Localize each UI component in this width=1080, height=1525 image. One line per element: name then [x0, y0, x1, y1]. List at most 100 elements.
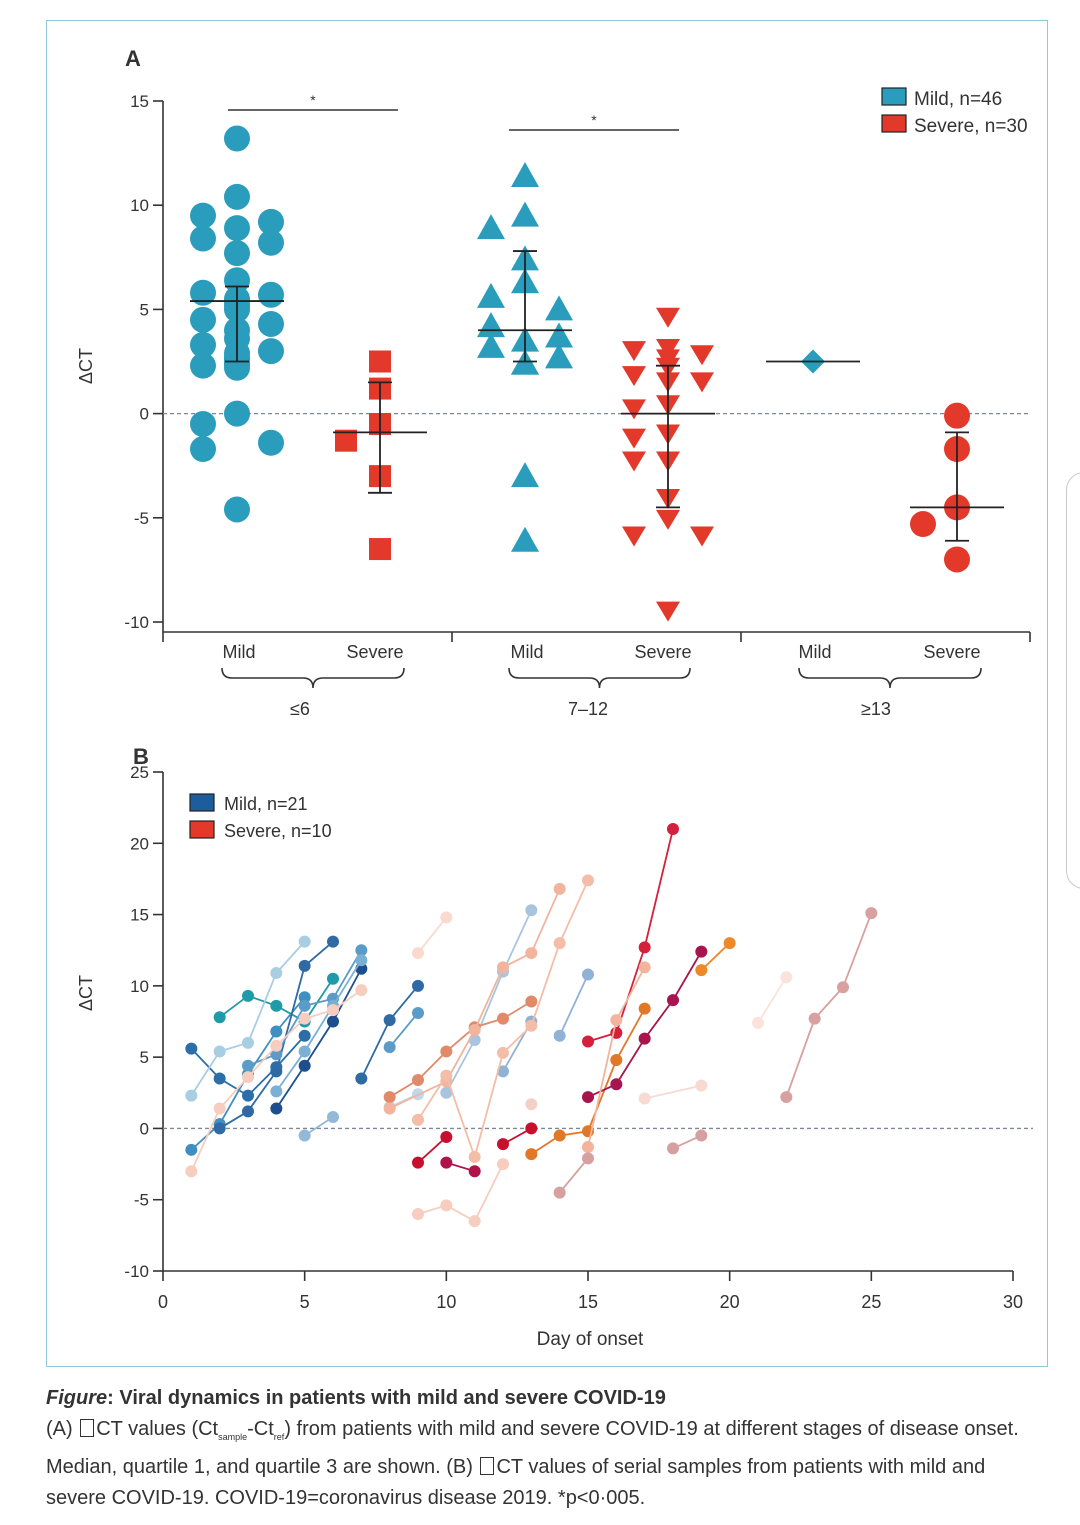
- data-point: [497, 1065, 509, 1078]
- data-point: [383, 1102, 396, 1115]
- category-label: Severe: [346, 642, 403, 662]
- panel-a-group-labels: ≤6 7–12 ≥13: [290, 699, 891, 719]
- data-point: [690, 372, 714, 393]
- data-point: [440, 1199, 453, 1212]
- data-point: [369, 350, 391, 373]
- data-point: [298, 1045, 311, 1058]
- data-point: [190, 225, 216, 252]
- data-point: [270, 1085, 283, 1098]
- data-point: [944, 546, 970, 573]
- data-point: [582, 968, 594, 981]
- data-point: [258, 338, 284, 365]
- data-point: [667, 1142, 679, 1155]
- data-point: [545, 322, 573, 348]
- caption-text: CT values of serial samples from patient…: [46, 1456, 986, 1509]
- data-point: [190, 306, 216, 333]
- data-point: [440, 1156, 453, 1169]
- data-point: [412, 1156, 424, 1169]
- data-point: [622, 399, 646, 420]
- data-point: [355, 1072, 368, 1085]
- group-label: ≥13: [861, 699, 891, 719]
- caption-subscript: sample: [218, 1431, 248, 1442]
- data-point: [242, 989, 254, 1002]
- panel-b-label: B: [133, 744, 149, 769]
- data-point: [638, 1002, 651, 1015]
- category-label: Mild: [222, 642, 255, 662]
- data-point: [185, 1089, 198, 1102]
- data-point: [656, 509, 680, 530]
- data-point: [185, 1165, 198, 1178]
- data-point: [224, 215, 250, 242]
- data-point: [780, 1091, 793, 1104]
- data-point: [270, 1048, 283, 1061]
- category-label: Severe: [634, 642, 691, 662]
- figure-frame: [46, 20, 1048, 1367]
- data-point: [298, 999, 311, 1012]
- data-point: [525, 904, 538, 917]
- series-line: [558, 1157, 589, 1194]
- data-point: [327, 972, 339, 985]
- data-point: [355, 984, 368, 997]
- data-point: [383, 1014, 396, 1027]
- series-severe: [525, 1098, 538, 1111]
- data-point: [190, 411, 216, 438]
- data-point: [298, 1012, 311, 1025]
- data-point: [582, 1035, 594, 1048]
- figure-caption: Figure: Viral dynamics in patients with …: [46, 1383, 1046, 1513]
- data-point: [190, 202, 216, 229]
- missing-glyph-icon: [80, 1418, 95, 1437]
- group-label: 7–12: [568, 699, 608, 719]
- data-point: [412, 1113, 424, 1126]
- panel-a-category-labels: Mild Severe Mild Severe Mild Severe: [222, 642, 980, 662]
- series-severe: [525, 1002, 651, 1161]
- data-point: [497, 961, 509, 974]
- panel-b-x-label: Day of onset: [537, 1329, 644, 1350]
- data-point: [667, 994, 679, 1007]
- data-point: [185, 1143, 198, 1156]
- data-point: [224, 125, 250, 152]
- panel-b-y-label: ΔCT: [76, 975, 96, 1011]
- data-point: [258, 310, 284, 337]
- caption-subscript: ref: [273, 1431, 285, 1442]
- series-mild: [213, 935, 339, 1135]
- data-point: [656, 601, 680, 622]
- data-point: [695, 945, 708, 958]
- data-point: [610, 1053, 623, 1066]
- data-point: [525, 947, 538, 960]
- series-severe: [752, 971, 793, 1029]
- series-line: [389, 888, 561, 1110]
- data-point: [213, 1011, 226, 1024]
- legend-swatch-severe: [189, 820, 215, 839]
- caption-title-text: : Viral dynamics in patients with mild a…: [107, 1387, 666, 1409]
- data-point: [270, 1025, 283, 1038]
- series-line: [417, 916, 448, 954]
- data-point: [622, 451, 646, 472]
- data-point: [553, 1186, 566, 1199]
- x-tick-label: 15: [578, 1292, 598, 1312]
- series-line: [388, 1012, 419, 1048]
- data-point: [808, 1012, 821, 1025]
- data-point: [910, 511, 936, 538]
- panel-a-legend: Mild, n=46 Severe, n=30: [881, 87, 1028, 137]
- data-point: [553, 1029, 566, 1042]
- data-point: [511, 462, 539, 488]
- data-point: [440, 1045, 453, 1058]
- series-severe: [582, 961, 651, 1153]
- data-point: [190, 331, 216, 358]
- data-point: [656, 338, 680, 359]
- data-point: [327, 1015, 339, 1028]
- data-point: [242, 1105, 254, 1118]
- data-point: [477, 282, 505, 308]
- panel-a-axes: [153, 100, 1031, 689]
- y-tick-label: -10: [124, 613, 149, 632]
- data-point: [582, 1140, 594, 1153]
- data-point: [638, 941, 651, 954]
- caption-body: (A) CT values (Ctsample-Ctref) from pati…: [46, 1414, 1046, 1514]
- data-point: [242, 1036, 254, 1049]
- data-point: [298, 935, 311, 948]
- data-point: [242, 1059, 254, 1072]
- series-line: [644, 1084, 702, 1100]
- series-severe: [667, 1129, 708, 1155]
- data-point: [695, 1079, 708, 1092]
- data-point: [468, 1165, 481, 1178]
